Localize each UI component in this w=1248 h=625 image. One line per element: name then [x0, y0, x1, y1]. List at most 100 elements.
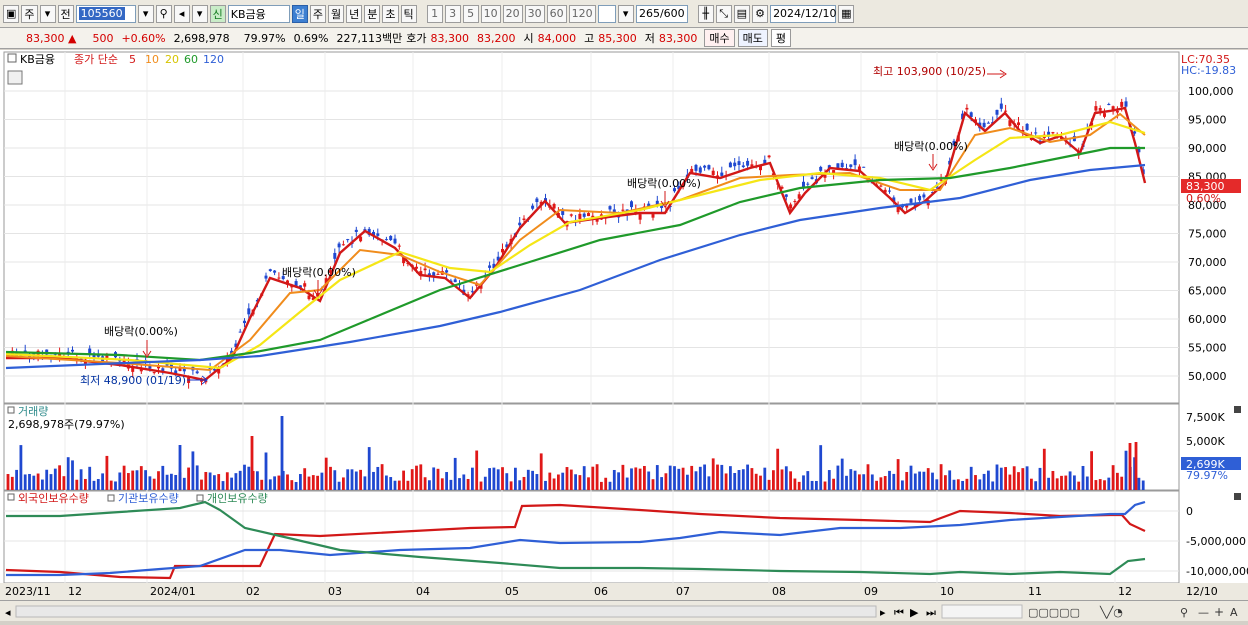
interval-5[interactable]: 5: [462, 4, 479, 23]
individual-menu-icon[interactable]: [196, 494, 204, 502]
scroll-range-box[interactable]: [941, 604, 1023, 619]
interval-3[interactable]: 3: [444, 4, 461, 23]
volume-bar: [496, 469, 500, 490]
speaker-dropdown-icon[interactable]: ▾: [191, 4, 208, 23]
interval-30[interactable]: 30: [524, 4, 545, 23]
layout-icon[interactable]: ▣: [3, 4, 20, 23]
gear-icon[interactable]: ⚙: [752, 4, 769, 23]
crosshair-icon[interactable]: ⤡: [715, 4, 732, 23]
candle-body: [1004, 110, 1008, 112]
candle-body: [122, 358, 126, 364]
interval-1[interactable]: 1: [426, 4, 443, 23]
volume-bar: [995, 464, 999, 490]
volume-panel-close-icon[interactable]: [1234, 406, 1241, 413]
candle-body: [535, 198, 539, 203]
volume-bar: [1098, 479, 1102, 490]
candle-body: [204, 380, 208, 383]
volume-spike: [178, 445, 182, 490]
open-label: 시: [523, 32, 534, 45]
interval-120[interactable]: 120: [568, 4, 596, 23]
zoom-in-icon[interactable]: +: [1214, 605, 1224, 619]
last-page-icon[interactable]: ⏭: [926, 606, 936, 619]
search-icon[interactable]: ⚲: [155, 4, 172, 23]
credit-badge: 신: [209, 4, 226, 23]
candle-body: [720, 172, 724, 176]
candle-body: [174, 370, 178, 376]
period-minute[interactable]: 분: [364, 4, 381, 23]
speaker-icon[interactable]: ◂: [173, 4, 190, 23]
period-year[interactable]: 년: [346, 4, 363, 23]
drawing-tools-icon[interactable]: ╲╱◔: [1099, 605, 1123, 619]
candle-body: [294, 281, 298, 287]
volume-bar: [707, 476, 711, 490]
date-input[interactable]: 2024/12/10: [770, 4, 836, 23]
volume-bar: [1060, 475, 1063, 490]
period-month[interactable]: 월: [328, 4, 345, 23]
interval-dropdown-icon[interactable]: ▾: [617, 4, 634, 23]
play-icon[interactable]: ▶: [910, 606, 919, 619]
volume-bar: [1051, 470, 1055, 490]
volume-bar: [690, 465, 694, 490]
calendar-icon[interactable]: ▦: [838, 4, 855, 23]
interval-60[interactable]: 60: [546, 4, 567, 23]
candle-body: [969, 112, 973, 117]
volume-bar: [213, 475, 216, 490]
stock-code-input[interactable]: 105560: [75, 4, 136, 23]
volume-bar: [170, 473, 173, 490]
save-icon[interactable]: ▤: [733, 4, 751, 23]
layout-tools-icon[interactable]: ▢▢▢▢▢: [1028, 606, 1080, 619]
volume-bar: [948, 470, 952, 490]
volume-bar: [1068, 471, 1072, 490]
calculator-icon[interactable]: [7, 70, 23, 85]
sell-button[interactable]: 매도: [737, 29, 768, 47]
volume-bar: [393, 480, 397, 490]
volume-bar: [526, 469, 530, 490]
volume-bar: [329, 466, 332, 490]
volume-bar: [28, 473, 31, 490]
chart-area[interactable]: KB금융 종가 단순 5 10 20 60 120 LC:70.35 HC:-1…: [0, 50, 1248, 600]
chart-type-icon[interactable]: ╫: [697, 4, 714, 23]
horizontal-scrollbar[interactable]: [15, 605, 877, 618]
volume-spike: [280, 416, 284, 490]
bar-count-input[interactable]: 265/600: [635, 4, 688, 23]
volume-bar: [286, 474, 289, 490]
period-week[interactable]: 주: [309, 4, 327, 23]
volume-bar: [522, 476, 526, 490]
candle-body: [918, 195, 922, 201]
buy-button[interactable]: 매수: [704, 29, 735, 47]
low-arrow-icon: [187, 375, 208, 385]
period-second[interactable]: 초: [382, 4, 399, 23]
institution-menu-icon[interactable]: [107, 494, 115, 502]
volume-bar: [277, 475, 281, 490]
volume-bar: [92, 480, 96, 490]
volume-bar: [19, 445, 23, 490]
candle-body: [208, 367, 212, 370]
scroll-right-icon[interactable]: ▸: [880, 606, 886, 619]
zoom-out-icon[interactable]: —: [1198, 606, 1209, 619]
panel-menu-icon[interactable]: [7, 53, 17, 63]
market-select[interactable]: 주: [21, 4, 38, 23]
average-button[interactable]: 평: [770, 29, 791, 47]
interval-custom-input[interactable]: [597, 4, 616, 23]
first-page-icon[interactable]: ⏮: [894, 606, 904, 619]
code-dropdown-icon[interactable]: ▾: [137, 4, 154, 23]
font-size-icon[interactable]: A: [1230, 606, 1238, 619]
stock-chart[interactable]: KB금융 종가 단순 5 10 20 60 120 LC:70.35 HC:-1…: [0, 50, 1248, 600]
period-day[interactable]: 일: [291, 4, 308, 23]
scroll-left-icon[interactable]: ◂: [5, 606, 11, 619]
volume-panel-menu-icon[interactable]: [7, 406, 15, 414]
zoom-icon[interactable]: ⚲: [1180, 606, 1188, 619]
volume-bar: [363, 476, 367, 490]
candle-body: [909, 198, 913, 203]
range-button[interactable]: 전: [57, 4, 74, 23]
market-dropdown-icon[interactable]: ▾: [39, 4, 56, 23]
holding-panel-menu-icon[interactable]: [7, 493, 15, 501]
volume-bar: [260, 479, 264, 490]
interval-20[interactable]: 20: [502, 4, 523, 23]
interval-10[interactable]: 10: [480, 4, 501, 23]
x-axis-label: 2023/11: [5, 585, 51, 598]
period-tick[interactable]: 틱: [400, 4, 417, 23]
candle-body: [402, 257, 406, 264]
holding-panel-close-icon[interactable]: [1234, 493, 1241, 500]
volume-bar: [505, 473, 509, 490]
